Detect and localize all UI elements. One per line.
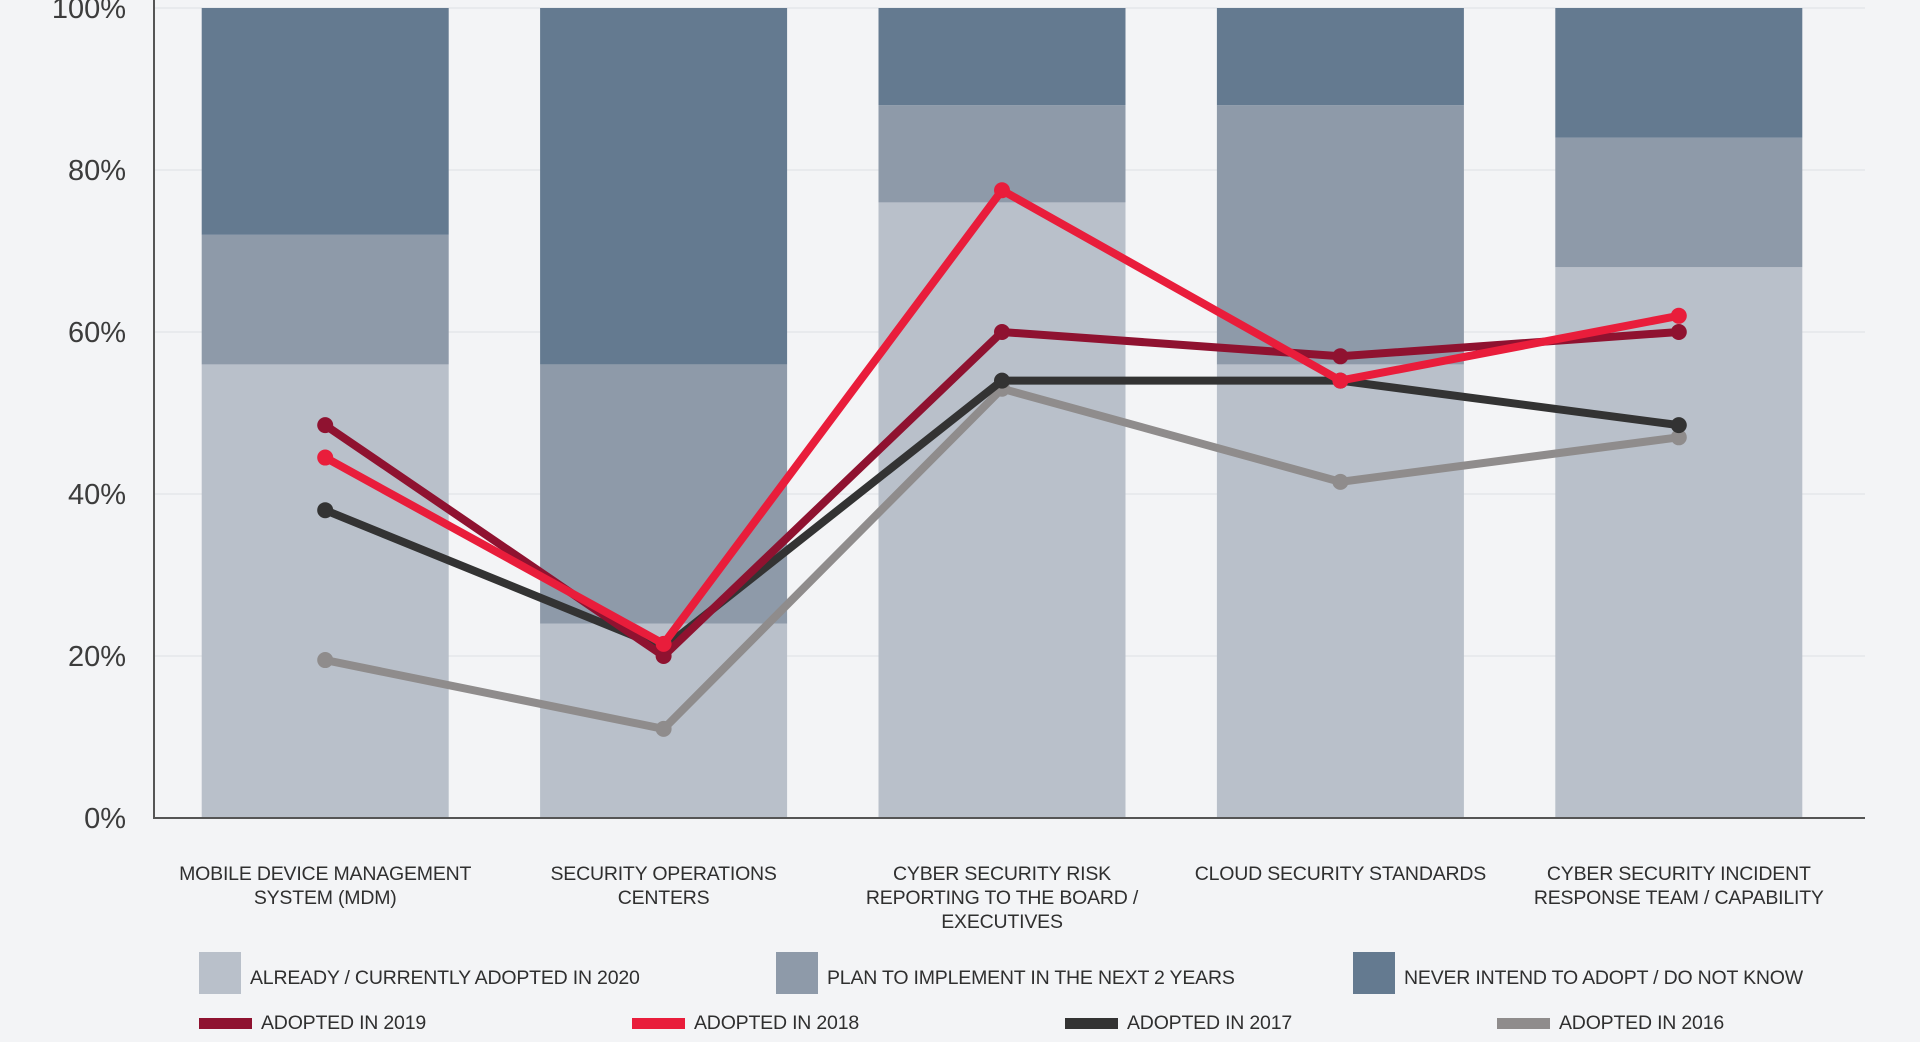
axis-layer: 0% 20% 40% 60% 80% 100% xyxy=(52,0,1865,835)
bar-segment-already-currently-adopted-in-2020 xyxy=(1555,267,1803,818)
category-label: SECURITY OPERATIONS xyxy=(550,863,776,885)
y-tick-label: 80% xyxy=(68,155,126,187)
bar-segment-plan-to-implement-in-the-next-2-years xyxy=(1555,137,1803,268)
series-point-adopted-in-2019 xyxy=(655,648,672,664)
bar-segment-never-intend-to-adopt-do-not-know xyxy=(540,8,788,365)
y-tick-label: 20% xyxy=(68,641,126,673)
legend-swatch-never-intend-to-adopt-do-not-know xyxy=(1353,952,1395,994)
category-label: CENTERS xyxy=(618,887,710,909)
category-label: CYBER SECURITY RISK xyxy=(893,863,1111,885)
bar-segment-plan-to-implement-in-the-next-2-years xyxy=(540,364,788,624)
series-point-adopted-in-2018 xyxy=(1670,307,1687,324)
legend-label: ALREADY / CURRENTLY ADOPTED IN 2020 xyxy=(250,967,640,989)
series-point-adopted-in-2017 xyxy=(994,372,1010,389)
bar-segment-plan-to-implement-in-the-next-2-years xyxy=(201,234,449,365)
series-point-adopted-in-2017 xyxy=(1670,417,1687,434)
legend-label: ADOPTED IN 2016 xyxy=(1559,1012,1724,1034)
bar-segment-already-currently-adopted-in-2020 xyxy=(1216,364,1464,818)
legend-label: PLAN TO IMPLEMENT IN THE NEXT 2 YEARS xyxy=(827,967,1235,989)
category-label: EXECUTIVES xyxy=(941,911,1063,933)
series-point-adopted-in-2019 xyxy=(994,324,1010,340)
series-point-adopted-in-2019 xyxy=(317,417,334,434)
legend-line-adopted-in-2016 xyxy=(1497,1018,1550,1029)
series-point-adopted-in-2018 xyxy=(317,449,334,466)
y-tick-label: 100% xyxy=(52,0,126,25)
bar-segment-never-intend-to-adopt-do-not-know xyxy=(1216,8,1464,106)
legend-label: ADOPTED IN 2017 xyxy=(1127,1012,1292,1034)
series-point-adopted-in-2017 xyxy=(317,502,334,519)
series-point-adopted-in-2018 xyxy=(655,635,672,652)
category-label: MOBILE DEVICE MANAGEMENT xyxy=(179,863,471,885)
series-point-adopted-in-2019 xyxy=(1332,348,1349,365)
legend-line-adopted-in-2018 xyxy=(632,1018,685,1029)
bar-segment-already-currently-adopted-in-2020 xyxy=(201,364,449,818)
bar-segment-never-intend-to-adopt-do-not-know xyxy=(201,8,449,235)
bar-segment-already-currently-adopted-in-2020 xyxy=(878,202,1126,818)
legend-layer: ALREADY / CURRENTLY ADOPTED IN 2020 PLAN … xyxy=(199,952,1804,1034)
y-tick-label: 0% xyxy=(84,803,126,835)
y-tick-label: 40% xyxy=(68,479,126,511)
bar-segment-never-intend-to-adopt-do-not-know xyxy=(1555,8,1803,138)
category-label: CLOUD SECURITY STANDARDS xyxy=(1195,863,1487,885)
category-label: REPORTING TO THE BOARD / xyxy=(866,887,1139,909)
series-point-adopted-in-2018 xyxy=(994,182,1010,199)
series-point-adopted-in-2019 xyxy=(1670,324,1687,340)
legend-swatch-plan-to-implement-in-the-next-2-years xyxy=(776,952,818,994)
series-point-adopted-in-2016 xyxy=(317,652,334,669)
series-point-adopted-in-2018 xyxy=(1332,372,1349,389)
bar-segment-never-intend-to-adopt-do-not-know xyxy=(878,8,1126,106)
category-label: RESPONSE TEAM / CAPABILITY xyxy=(1534,887,1824,909)
category-label: CYBER SECURITY INCIDENT xyxy=(1547,863,1811,885)
legend-label: NEVER INTEND TO ADOPT / DO NOT KNOW xyxy=(1404,967,1804,989)
legend-line-adopted-in-2019 xyxy=(199,1018,252,1029)
legend-label: ADOPTED IN 2019 xyxy=(261,1012,426,1034)
legend-line-adopted-in-2017 xyxy=(1065,1018,1118,1029)
bar-layer xyxy=(201,8,1803,818)
line-layer xyxy=(317,182,1687,737)
category-label: SYSTEM (MDM) xyxy=(254,887,397,909)
bar-segment-plan-to-implement-in-the-next-2-years xyxy=(1216,105,1464,365)
series-point-adopted-in-2016 xyxy=(655,720,672,737)
y-tick-label: 60% xyxy=(68,317,126,349)
series-point-adopted-in-2016 xyxy=(1670,429,1687,446)
legend-swatch-already-currently-adopted-in-2020 xyxy=(199,952,241,994)
series-point-adopted-in-2016 xyxy=(1332,473,1349,490)
legend-label: ADOPTED IN 2018 xyxy=(694,1012,859,1034)
